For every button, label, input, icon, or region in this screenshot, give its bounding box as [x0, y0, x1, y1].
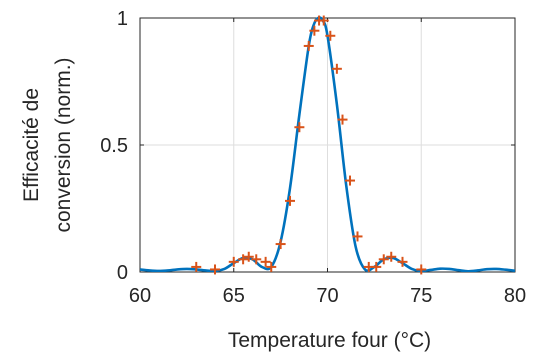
data-point-marker [266, 261, 277, 272]
x-tick-label: 80 [504, 285, 526, 307]
x-tick-label: 70 [316, 285, 338, 307]
data-point-marker [331, 63, 342, 74]
data-point-marker [371, 261, 382, 272]
data-point-marker [309, 25, 320, 36]
grid-lines [140, 18, 515, 272]
x-tick-label: 65 [223, 285, 245, 307]
series-layer [140, 15, 515, 275]
data-point-marker [210, 264, 220, 275]
data-point-marker [386, 251, 397, 262]
y-tick-label: 1 [117, 8, 128, 30]
data-point-marker [352, 231, 363, 242]
data-point-marker [345, 175, 355, 186]
y-tick-label: 0 [117, 262, 128, 284]
series-markers [191, 15, 427, 275]
data-point-marker [228, 256, 239, 267]
data-point-marker [260, 256, 271, 267]
y-tick-label: 0.5 [100, 135, 128, 157]
data-point-marker [337, 114, 348, 125]
data-point-marker [251, 254, 262, 265]
data-point-marker [416, 264, 427, 275]
data-point-marker [378, 254, 389, 265]
x-tick-label: 60 [129, 285, 151, 307]
y-axis-label-line-1: Efficacité de [20, 88, 43, 202]
data-point-marker [285, 195, 295, 206]
data-point-marker [238, 254, 249, 265]
data-point-marker [303, 40, 314, 51]
tick-labels: 60 65 70 75 80 0 0.5 1 [100, 8, 526, 307]
data-point-marker [191, 261, 202, 272]
data-point-marker [397, 256, 408, 267]
data-point-marker [294, 122, 305, 133]
y-axis-label: Efficacité de conversion (norm.) [20, 57, 75, 232]
y-axis-label-line-2: conversion (norm.) [52, 57, 75, 232]
x-axis-label: Temperature four (°C) [228, 329, 431, 352]
data-point-marker [325, 30, 336, 41]
data-point-marker [318, 15, 329, 26]
x-tick-label: 75 [410, 285, 432, 307]
data-point-marker [243, 251, 254, 262]
data-point-marker [275, 239, 286, 250]
